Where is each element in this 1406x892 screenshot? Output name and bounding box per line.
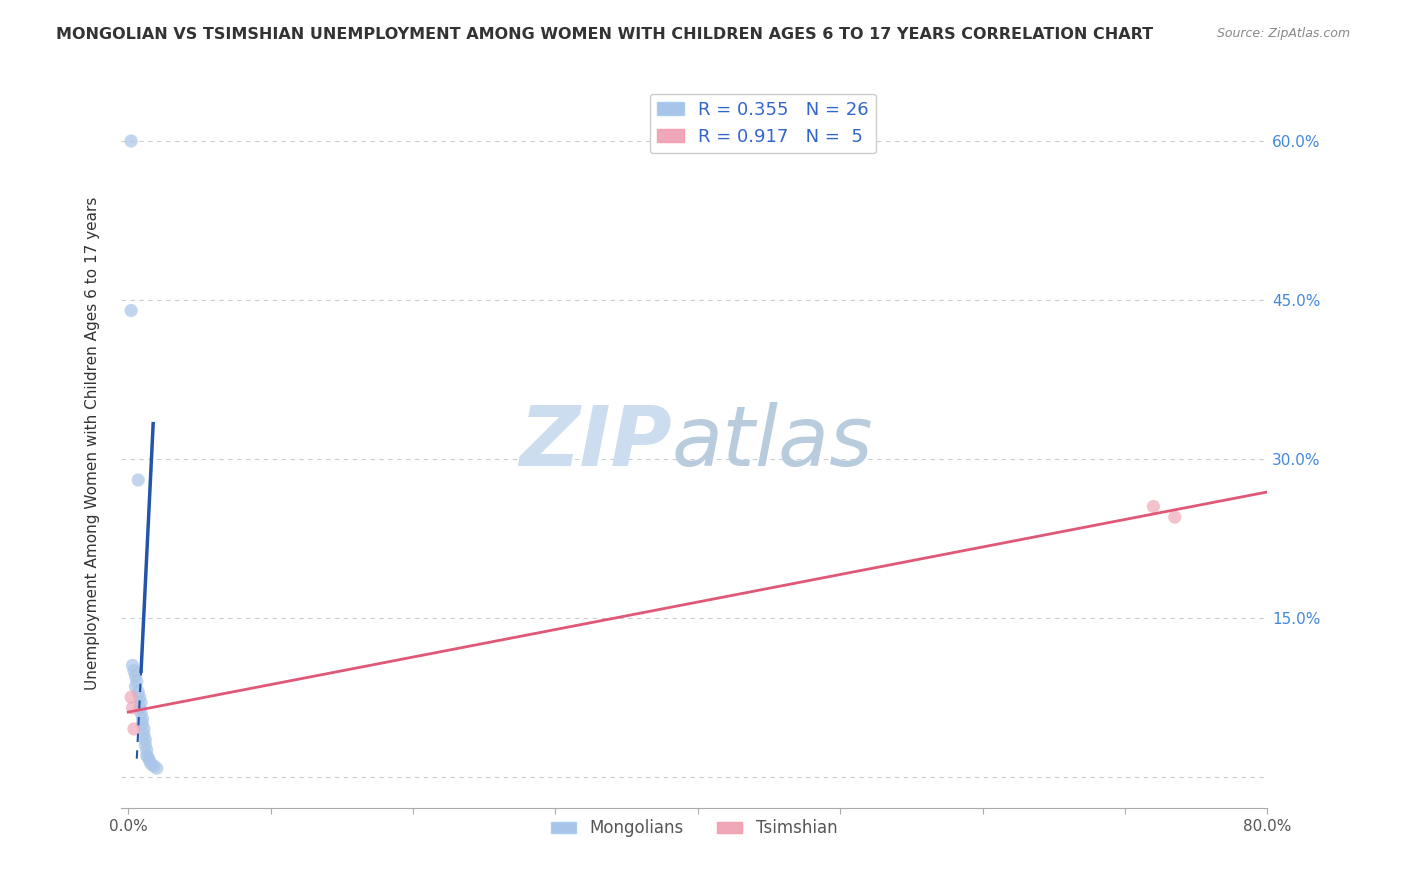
Point xyxy=(142,759,165,773)
Point xyxy=(132,727,155,741)
Point xyxy=(122,664,145,678)
Point xyxy=(127,685,149,699)
Point xyxy=(124,669,146,683)
Point xyxy=(134,738,156,752)
Point xyxy=(135,748,157,763)
Point xyxy=(121,700,143,714)
Point xyxy=(1164,510,1187,524)
Legend: Mongolians, Tsimshian: Mongolians, Tsimshian xyxy=(544,813,844,844)
Point xyxy=(129,706,152,720)
Point xyxy=(131,716,153,731)
Text: Source: ZipAtlas.com: Source: ZipAtlas.com xyxy=(1216,27,1350,40)
Point xyxy=(1142,500,1164,514)
Point xyxy=(127,473,149,487)
Point xyxy=(139,756,162,771)
Point xyxy=(120,303,142,318)
Point xyxy=(134,732,156,747)
Point xyxy=(138,754,160,768)
Point xyxy=(145,761,167,775)
Point xyxy=(121,658,143,673)
Point xyxy=(120,134,142,148)
Point xyxy=(125,674,148,689)
Text: atlas: atlas xyxy=(671,402,873,483)
Point xyxy=(132,722,155,736)
Point xyxy=(136,750,159,764)
Text: ZIP: ZIP xyxy=(519,402,671,483)
Point xyxy=(128,690,150,705)
Y-axis label: Unemployment Among Women with Children Ages 6 to 17 years: Unemployment Among Women with Children A… xyxy=(86,196,100,690)
Point xyxy=(131,711,153,725)
Point xyxy=(124,680,146,694)
Point xyxy=(129,696,152,710)
Point xyxy=(128,700,150,714)
Point xyxy=(120,690,142,705)
Point xyxy=(135,743,157,757)
Text: MONGOLIAN VS TSIMSHIAN UNEMPLOYMENT AMONG WOMEN WITH CHILDREN AGES 6 TO 17 YEARS: MONGOLIAN VS TSIMSHIAN UNEMPLOYMENT AMON… xyxy=(56,27,1153,42)
Point xyxy=(122,722,145,736)
